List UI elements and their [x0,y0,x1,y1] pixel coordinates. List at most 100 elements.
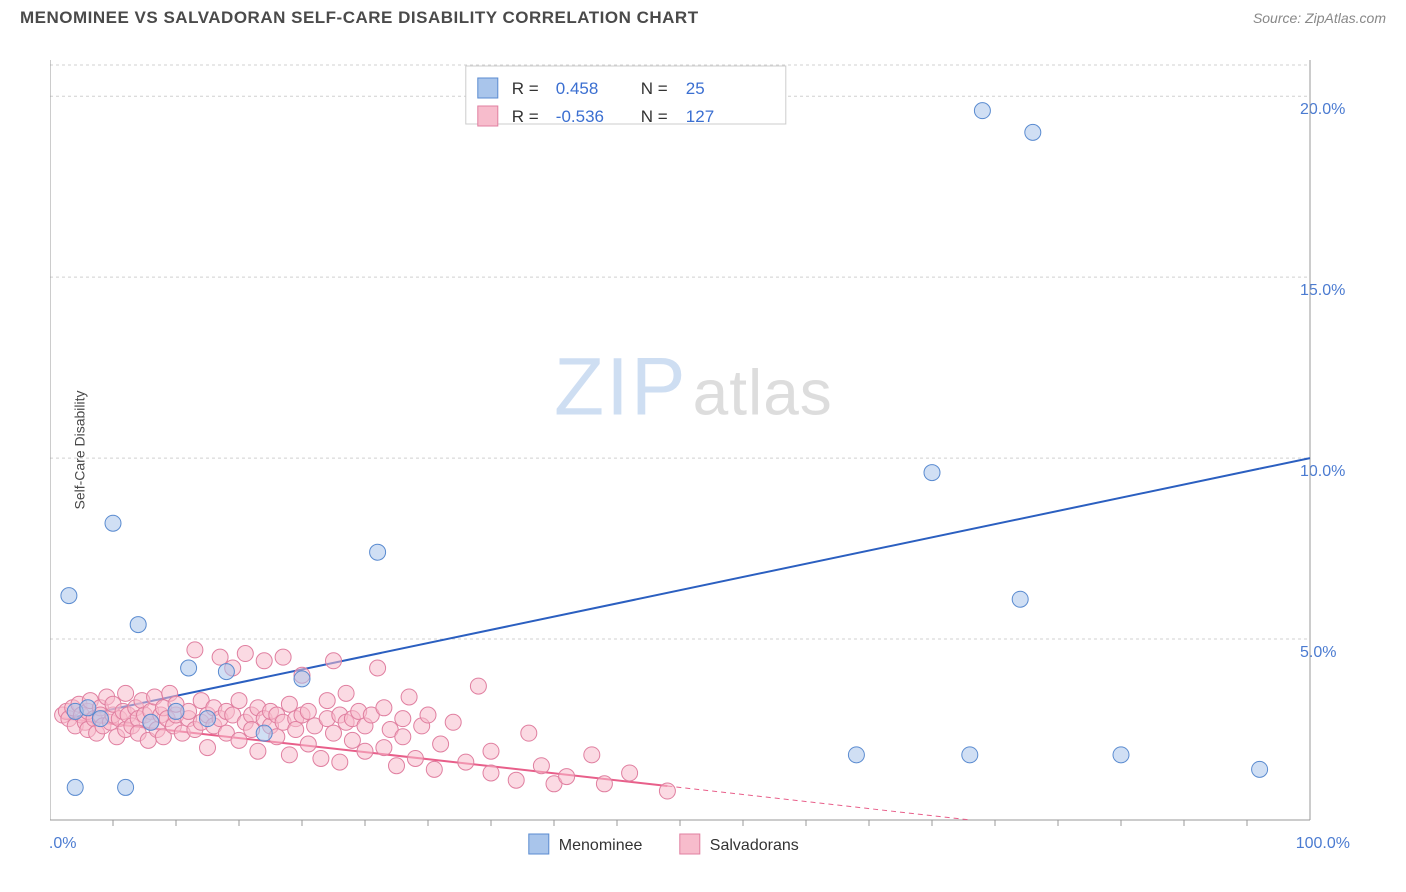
data-point [281,696,297,712]
data-point [962,747,978,763]
y-tick-label: 15.0% [1300,282,1345,299]
y-tick-label: 20.0% [1300,101,1345,118]
data-point [326,725,342,741]
data-point [294,671,310,687]
legend-swatch [478,78,498,98]
legend-r-label: R = [512,107,539,126]
header: MENOMINEE VS SALVADORAN SELF-CARE DISABI… [0,0,1406,32]
data-point [300,736,316,752]
data-point [200,711,216,727]
data-point [80,700,96,716]
legend-swatch [529,834,549,854]
x-tick-label: 100.0% [1296,835,1350,852]
data-point [344,732,360,748]
data-point [584,747,600,763]
data-point [92,711,108,727]
watermark-atlas: atlas [693,357,833,429]
chart-container: Self-Care Disability ZIPatlas 5.0% 10.0% 15… [50,50,1390,850]
data-point [1113,747,1129,763]
data-point [659,783,675,799]
data-point [407,750,423,766]
data-point [118,685,134,701]
data-point [483,743,499,759]
data-point [212,649,228,665]
data-point [256,725,272,741]
legend-r-value: 0.458 [556,79,599,98]
data-point [622,765,638,781]
data-point [181,660,197,676]
y-tick-label: 5.0% [1300,644,1336,661]
data-point [924,465,940,481]
data-point [218,664,234,680]
legend-n-value: 25 [686,79,705,98]
data-point [256,653,272,669]
data-point [1252,761,1268,777]
data-point [389,758,405,774]
data-point [470,678,486,694]
data-point [395,729,411,745]
data-point [143,714,159,730]
data-point [300,703,316,719]
y-axis-label: Self-Care Disability [72,390,88,509]
data-point [67,779,83,795]
data-point [326,653,342,669]
data-point [370,660,386,676]
data-point [395,711,411,727]
data-point [559,769,575,785]
data-point [370,544,386,560]
legend-swatch [478,106,498,126]
data-point [231,732,247,748]
legend-r-label: R = [512,79,539,98]
data-point [1025,124,1041,140]
scatter-chart: ZIPatlas 5.0% 10.0% 15.0% 20.0% 0.0% 100.0% R =… [50,50,1390,870]
data-point [61,588,77,604]
data-point [168,703,184,719]
data-point [275,649,291,665]
data-point [250,743,266,759]
data-point [376,700,392,716]
data-point [521,725,537,741]
y-tick-label: 10.0% [1300,463,1345,480]
legend-n-value: 127 [686,107,714,126]
data-point [533,758,549,774]
data-point [974,103,990,119]
data-point [338,685,354,701]
legend-series-label: Salvadorans [710,837,799,854]
data-point [508,772,524,788]
data-point [1012,591,1028,607]
source-attribution: Source: ZipAtlas.com [1253,10,1386,26]
data-point [376,740,392,756]
data-point [483,765,499,781]
data-point [200,740,216,756]
trend-line-extrapolated [667,786,970,820]
legend-series-label: Menominee [559,837,643,854]
chart-title: MENOMINEE VS SALVADORAN SELF-CARE DISABI… [20,8,699,28]
data-point [426,761,442,777]
legend-r-value: -0.536 [556,107,604,126]
data-point [596,776,612,792]
data-point [130,617,146,633]
data-point [288,722,304,738]
data-point [105,515,121,531]
data-point [401,689,417,705]
data-point [445,714,461,730]
data-point [433,736,449,752]
data-point [420,707,436,723]
legend-swatch [680,834,700,854]
data-point [848,747,864,763]
trend-line [69,469,1260,719]
data-point [319,693,335,709]
data-point [332,754,348,770]
watermark-zip: ZIP [554,342,688,433]
data-point [458,754,474,770]
data-point [118,779,134,795]
data-point [231,693,247,709]
data-point [237,646,253,662]
data-point [281,747,297,763]
legend-n-label: N = [641,79,668,98]
legend-n-label: N = [641,107,668,126]
x-tick-label: 0.0% [50,835,76,852]
data-point [187,642,203,658]
data-point [357,743,373,759]
data-point [313,750,329,766]
